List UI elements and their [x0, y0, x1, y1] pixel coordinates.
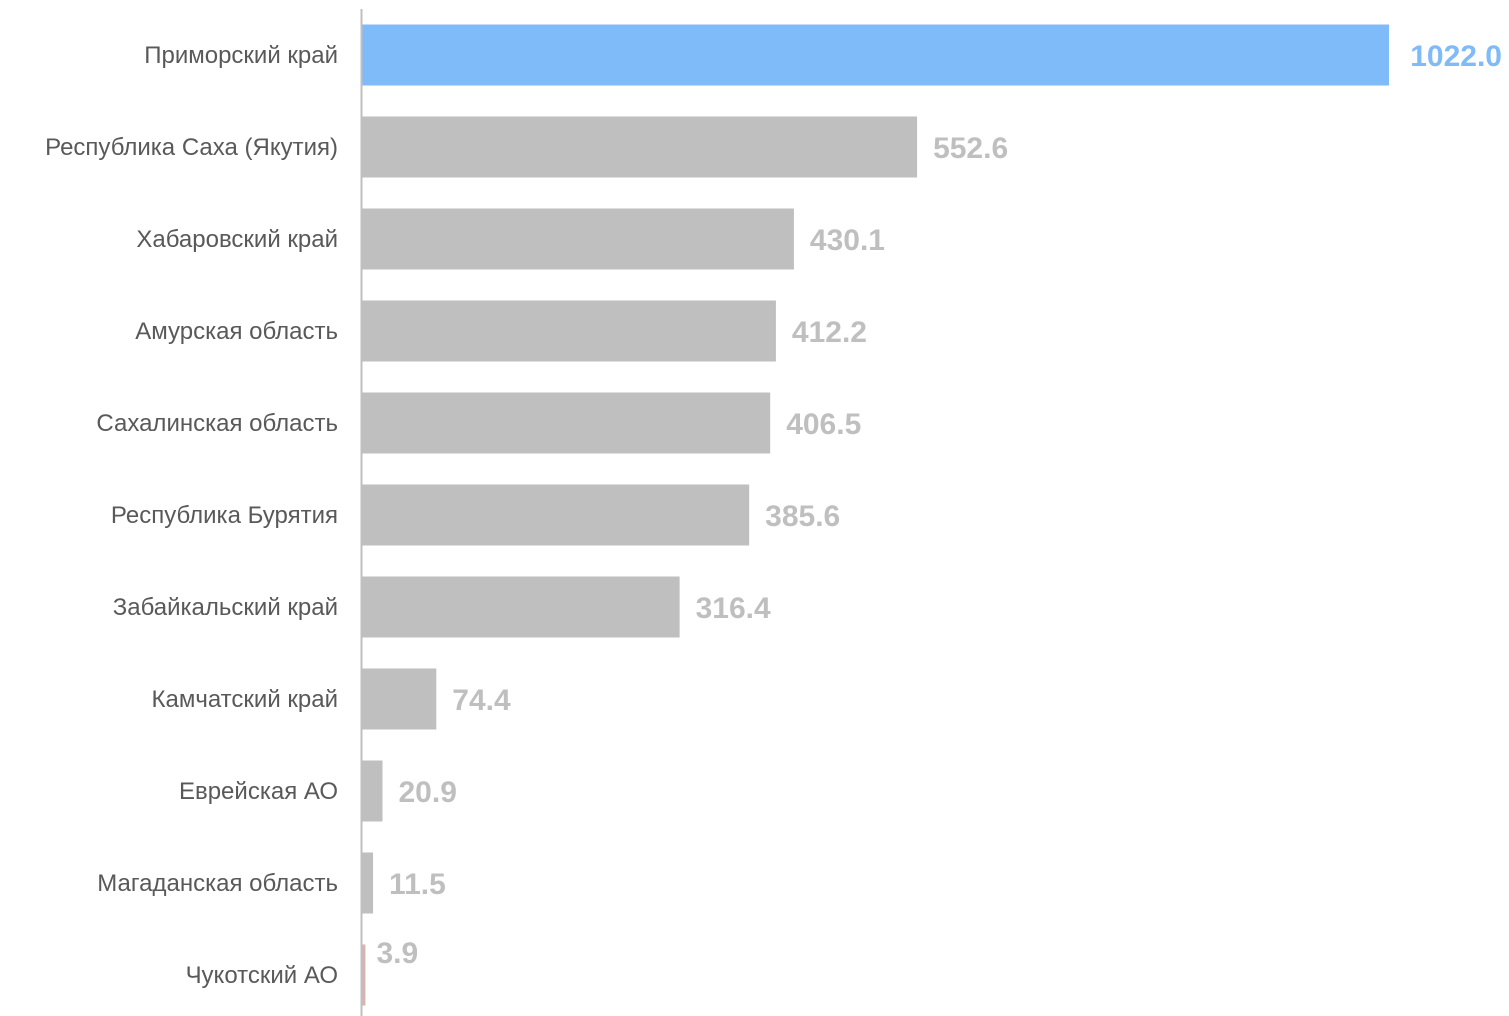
- bar: [361, 944, 366, 1006]
- category-label: Еврейская АО: [179, 778, 338, 805]
- data-label: 385.6: [765, 500, 840, 533]
- bar: [361, 576, 680, 638]
- data-label: 430.1: [810, 224, 885, 257]
- data-label: 552.6: [933, 132, 1008, 165]
- category-label: Хабаровский край: [136, 226, 338, 253]
- bar: [361, 300, 776, 362]
- category-label: Приморский край: [144, 42, 338, 69]
- bar: [361, 852, 374, 914]
- category-label: Амурская область: [135, 318, 338, 345]
- data-label: 74.4: [452, 684, 511, 717]
- bar: [361, 668, 437, 730]
- category-label: Республика Бурятия: [111, 502, 338, 529]
- data-label: 11.5: [389, 868, 446, 901]
- bar: [361, 24, 1389, 86]
- data-label: 412.2: [792, 316, 867, 349]
- data-label: 20.9: [399, 776, 457, 809]
- bar: [361, 392, 771, 454]
- data-label: 3.9: [377, 937, 419, 970]
- category-label: Чукотский АО: [186, 962, 338, 989]
- category-label: Сахалинская область: [96, 410, 338, 437]
- data-label: 316.4: [696, 592, 771, 625]
- data-label: 406.5: [786, 408, 861, 441]
- category-label: Республика Саха (Якутия): [45, 134, 338, 161]
- category-label: Камчатский край: [152, 686, 338, 713]
- bar: [361, 208, 794, 270]
- bar: [361, 116, 918, 178]
- data-label: 1022.0: [1410, 40, 1502, 73]
- bar: [361, 760, 383, 822]
- category-label: Забайкальский край: [113, 594, 338, 621]
- category-label: Магаданская область: [97, 870, 338, 897]
- bar: [361, 484, 750, 546]
